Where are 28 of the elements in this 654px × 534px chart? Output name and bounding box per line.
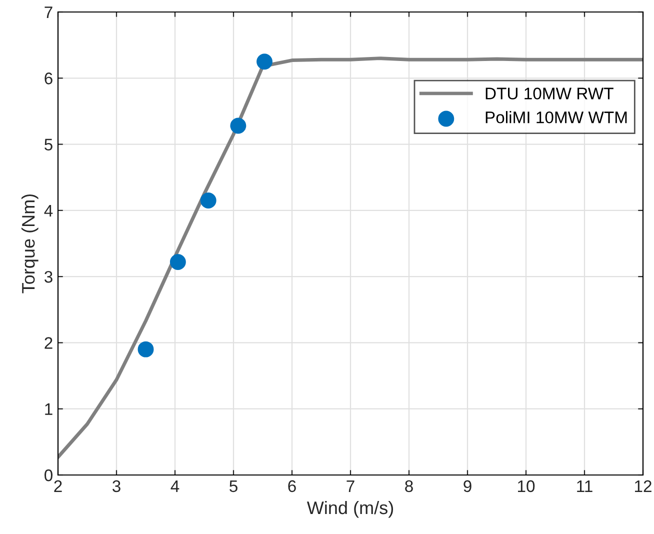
point	[256, 54, 272, 70]
x-tick-label: 12	[635, 480, 652, 492]
y-tick-label: 4	[44, 205, 53, 216]
point	[170, 254, 186, 270]
legend-label: PoliMI 10MW WTM	[486, 111, 627, 124]
y-tick-label: 6	[44, 72, 52, 84]
x-tick-label: 11	[577, 480, 592, 492]
y-tick-label: 3	[44, 270, 52, 283]
x-tick-label: 2	[54, 480, 62, 492]
point	[138, 341, 154, 358]
x-tick-label: 4	[170, 480, 180, 492]
point	[230, 118, 246, 134]
point	[200, 192, 216, 208]
y-tick-label: 7	[44, 6, 52, 18]
legend-label: DTU 10MW RWT	[486, 88, 614, 100]
y-tick-label: 2	[44, 337, 52, 349]
x-tick-label: 3	[112, 480, 120, 492]
x-tick-label: 8	[405, 480, 413, 492]
x-tick-label: 6	[288, 480, 296, 492]
x-tick-label: 5	[230, 480, 238, 492]
y-tick-label: 0	[44, 469, 52, 482]
x-tick-label: 10	[518, 480, 535, 492]
x-tick-label: 9	[464, 480, 472, 492]
y-axis-title: Torque (Nm)	[21, 194, 38, 294]
x-tick-label: 7	[346, 480, 354, 492]
y-tick-label: 1	[45, 403, 52, 415]
x-axis-title: Wind (m/s)	[306, 500, 394, 518]
y-tick-label: 5	[44, 138, 52, 150]
